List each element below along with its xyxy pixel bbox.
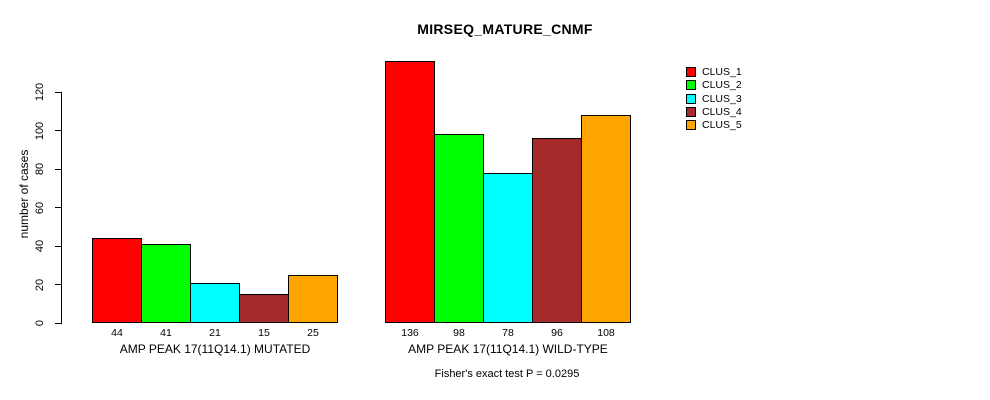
y-axis-tick-label: 20 — [34, 278, 46, 291]
bar-value-label: 78 — [502, 327, 514, 339]
legend-swatch-clus_3 — [686, 93, 696, 104]
y-axis-tick-label: 120 — [34, 82, 46, 102]
legend-swatch-clus_4 — [686, 106, 696, 117]
y-axis-tick — [55, 168, 62, 170]
bar-clus_4-group1 — [239, 294, 289, 323]
fisher-test-annotation: Fisher's exact test P = 0.0295 — [434, 368, 580, 380]
bar-value-label: 25 — [307, 327, 319, 339]
y-axis-tick-label: 40 — [34, 239, 46, 253]
y-axis-tick — [55, 284, 62, 285]
bar-clus_2-group1 — [141, 244, 191, 323]
y-axis-tick-label: 0 — [34, 319, 46, 327]
bar-value-label: 44 — [111, 327, 123, 339]
bar-value-label: 15 — [258, 327, 270, 339]
bar-clus_3-group2 — [483, 172, 533, 323]
legend-swatch-clus_2 — [686, 80, 696, 91]
y-axis-tick-label: 100 — [34, 121, 46, 140]
y-axis-tick — [55, 130, 62, 131]
chart-title: MIRSEQ_MATURE_CNMF — [417, 21, 593, 37]
bar-value-label: 96 — [551, 327, 563, 339]
bar-clus_1-group2 — [385, 61, 435, 323]
bar-value-label: 108 — [597, 327, 615, 339]
y-axis-tick-label: 80 — [34, 162, 46, 176]
y-axis-title: number of cases — [17, 149, 31, 239]
legend-label-clus_3: CLUS_3 — [702, 92, 742, 105]
bar-clus_5-group2 — [581, 115, 631, 323]
legend-label-clus_4: CLUS_4 — [702, 105, 742, 118]
bar-clus_1-group1 — [92, 238, 142, 323]
y-axis-tick — [55, 91, 62, 93]
y-axis-tick — [55, 322, 62, 324]
bar-clus_4-group2 — [532, 138, 582, 323]
legend-label-clus_1: CLUS_1 — [702, 66, 742, 78]
y-axis-tick — [55, 207, 62, 208]
legend-swatch-clus_5 — [686, 120, 696, 131]
bar-value-label: 98 — [453, 327, 465, 339]
category-label: AMP PEAK 17(11Q14.1) MUTATED — [119, 342, 311, 356]
y-axis-line — [61, 92, 62, 324]
bar-value-label: 21 — [209, 327, 221, 339]
legend-swatch-clus_1 — [686, 67, 696, 77]
bar-clus_5-group1 — [288, 274, 338, 323]
legend-label-clus_5: CLUS_5 — [702, 119, 742, 132]
y-axis-tick — [55, 245, 62, 247]
legend-label-clus_2: CLUS_2 — [702, 79, 742, 92]
y-axis-tick-label: 60 — [34, 201, 46, 214]
category-label: AMP PEAK 17(11Q14.1) WILD-TYPE — [408, 342, 608, 356]
bar-clus_3-group1 — [190, 282, 240, 323]
bar-clus_2-group2 — [434, 134, 484, 323]
bar-value-label: 41 — [160, 327, 172, 339]
bar-value-label: 136 — [401, 327, 419, 339]
